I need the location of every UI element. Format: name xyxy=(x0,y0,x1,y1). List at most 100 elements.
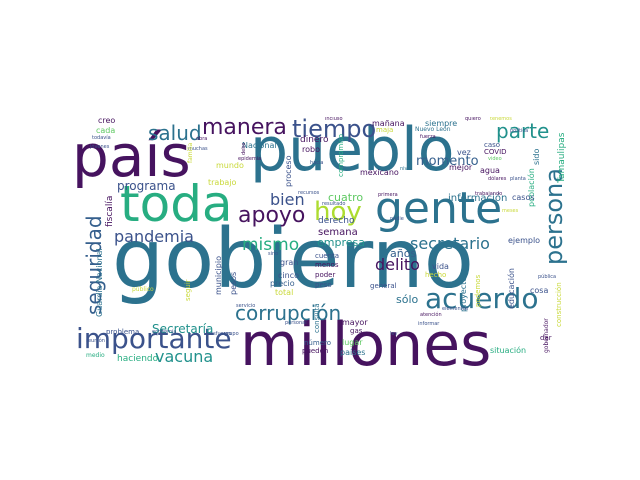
word: caso xyxy=(484,141,501,149)
word: nivel xyxy=(400,166,412,172)
word: general xyxy=(370,282,397,290)
word: sino xyxy=(268,251,279,257)
word: empresa xyxy=(317,236,365,249)
word: creo xyxy=(98,117,116,125)
word: quiero xyxy=(465,117,481,122)
word: fuerza xyxy=(420,134,436,140)
word: Guardia Nacional xyxy=(95,248,104,317)
word: medio xyxy=(86,352,105,359)
word: grupo xyxy=(224,331,239,337)
word: COVID xyxy=(484,148,507,156)
word: derecho xyxy=(318,216,355,226)
word: lugar xyxy=(342,338,363,347)
word-cloud: gobierno millones pueblo país toda gente… xyxy=(70,117,570,367)
word: Secretaría xyxy=(152,322,214,336)
word: países xyxy=(340,348,366,357)
word: mejor xyxy=(449,163,473,172)
word: economía xyxy=(152,329,177,335)
word: tiempo xyxy=(292,117,377,143)
word: recursos xyxy=(298,190,320,196)
word: tenemos xyxy=(490,117,512,122)
word: número xyxy=(304,339,332,347)
word: casos xyxy=(512,193,535,202)
word: corrupción xyxy=(235,301,342,325)
word: educación xyxy=(507,268,516,309)
word: cada xyxy=(96,126,116,135)
word: informar xyxy=(418,321,440,327)
word: menos xyxy=(315,261,339,269)
word: cuenta xyxy=(315,252,340,260)
word: manera xyxy=(202,117,287,140)
word: información xyxy=(448,193,508,204)
word: cosa xyxy=(530,286,549,295)
word: planta xyxy=(510,176,526,182)
word: momento xyxy=(416,154,479,169)
word: atención xyxy=(420,312,442,318)
word: país xyxy=(72,122,191,190)
word: proceso xyxy=(284,155,293,187)
word: sido xyxy=(532,148,541,165)
word: total xyxy=(275,288,294,297)
word: resultado xyxy=(322,201,346,207)
word: parte xyxy=(496,119,550,143)
word: salud xyxy=(148,121,202,145)
word: elementos xyxy=(442,306,469,312)
word: años xyxy=(390,247,417,260)
word: video xyxy=(488,156,502,162)
word: dar xyxy=(540,334,552,342)
word: semana xyxy=(318,227,358,238)
word: problema xyxy=(106,328,140,336)
word: podemos xyxy=(474,274,482,307)
word: Nacional xyxy=(242,141,277,150)
word: familia xyxy=(187,142,194,163)
word: pandemia xyxy=(114,227,194,246)
word: situación xyxy=(490,346,527,355)
word: epidemia xyxy=(238,156,262,162)
word: política xyxy=(510,128,529,134)
word: jóvenes xyxy=(90,144,110,150)
word: trabajando xyxy=(475,191,503,197)
word: pública xyxy=(538,274,557,280)
word: programa xyxy=(117,179,176,193)
word: dinero xyxy=(300,135,329,145)
word: ley xyxy=(390,331,398,337)
word: secretario xyxy=(410,234,490,253)
word: precio xyxy=(270,279,295,288)
word: delito xyxy=(375,255,420,274)
word: toda xyxy=(120,175,233,233)
word: debe xyxy=(241,142,247,156)
word: bien xyxy=(270,190,305,209)
word: millones xyxy=(240,310,492,367)
word: gran xyxy=(280,258,299,267)
word: meses xyxy=(502,208,519,214)
word: primera xyxy=(378,192,398,198)
word: importante xyxy=(76,322,232,355)
word: todavía xyxy=(92,135,111,141)
word: cuatro xyxy=(328,191,364,204)
word: vida xyxy=(432,262,449,271)
word: mañana xyxy=(372,119,405,128)
word: incluso xyxy=(325,117,343,122)
word: compromiso xyxy=(337,133,345,177)
word: mexicano xyxy=(360,168,399,177)
word: hoy xyxy=(314,197,362,227)
word: reunión xyxy=(86,338,105,344)
word: consulta xyxy=(313,303,321,333)
word: vez xyxy=(457,148,471,157)
word: pueblo xyxy=(250,117,455,185)
word: mayor xyxy=(342,318,368,327)
word: mundo xyxy=(216,161,244,170)
word: ejemplo xyxy=(508,236,541,245)
word: cinco xyxy=(278,271,299,280)
word: dólares xyxy=(488,176,507,182)
word: fiscalía xyxy=(105,195,115,227)
word: pesos xyxy=(229,271,238,295)
word: obra xyxy=(196,136,208,142)
word: apoyo xyxy=(238,203,306,228)
word: agua xyxy=(480,166,500,175)
word: acuerdo xyxy=(425,282,539,315)
word: construcción xyxy=(555,282,563,327)
word: municipio xyxy=(214,256,223,295)
word: trabajo xyxy=(208,178,237,187)
word: Tamaulipas xyxy=(557,132,567,183)
